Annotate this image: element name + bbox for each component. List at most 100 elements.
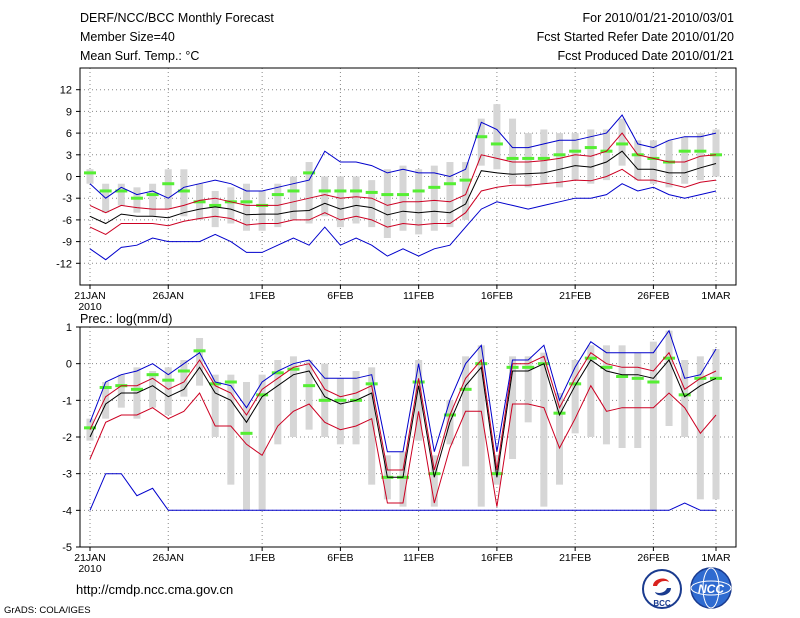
source-url[interactable]: http://cmdp.ncc.cma.gov.cn — [76, 582, 234, 597]
ensemble-range-bar — [149, 371, 157, 408]
ensemble-median-mark — [99, 386, 112, 389]
x-tick-year-label: 2010 — [78, 563, 102, 575]
ensemble-range-bar — [540, 129, 548, 184]
series-line-min — [89, 473, 716, 511]
ensemble-median-mark — [569, 149, 582, 153]
ensemble-range-bar — [399, 451, 407, 507]
series-line-max — [89, 183, 717, 261]
ensemble-median-mark — [412, 189, 425, 193]
ensemble-range-bar — [618, 118, 626, 166]
y-tick-label: -5 — [62, 542, 72, 554]
ensemble-median-mark — [475, 135, 488, 139]
y-tick-label: -4 — [62, 505, 72, 517]
ensemble-range-bar — [336, 378, 344, 445]
ensemble-median-mark — [193, 349, 206, 353]
temperature-panel: -12 -9 -6 -3 0 3 6 9 12 21JAN 26JAN 1FEB 6FEB 11FEB 16… — [56, 67, 737, 313]
ensemble-range-bar — [227, 187, 235, 224]
ensemble-median-mark — [428, 472, 441, 476]
x-tick-label: 1FEB — [249, 552, 275, 564]
ensemble-range-bar — [665, 140, 673, 188]
x-tick-label: 6FEB — [327, 552, 353, 564]
ensemble-range-bar — [509, 356, 517, 459]
fcst-started-date: Fcst Started Refer Date 2010/01/20 — [536, 30, 734, 44]
ensemble-range-bar — [164, 367, 172, 415]
ensemble-median-mark — [84, 426, 96, 430]
y-tick-label: -3 — [62, 469, 72, 481]
ensemble-range-bar — [524, 133, 532, 188]
ensemble-range-bar — [415, 360, 423, 441]
ensemble-median-mark — [522, 156, 535, 160]
ensemble-median-mark — [600, 365, 613, 369]
forecast-period: For 2010/01/21-2010/03/01 — [582, 11, 734, 25]
bcc-logo-icon: BCC — [642, 569, 682, 609]
ensemble-range-bar — [211, 374, 219, 437]
y-tick-label: 9 — [66, 106, 72, 118]
ensemble-range-bar — [634, 140, 642, 181]
x-tick-label: 1MAR — [701, 552, 731, 564]
ensemble-median-mark — [224, 380, 237, 384]
ensemble-range-bar — [117, 374, 125, 408]
y-tick-label: 3 — [66, 150, 72, 162]
ensemble-range-bar — [477, 345, 485, 507]
ensemble-median-mark — [318, 189, 331, 193]
ensemble-median-mark — [99, 189, 112, 193]
ensemble-median-mark — [193, 200, 206, 204]
ensemble-range-bar — [86, 169, 94, 184]
ensemble-range-bar — [211, 190, 219, 228]
x-tick-label: 26FEB — [637, 552, 669, 564]
bcc-logo-text: BCC — [653, 599, 671, 608]
ensemble-range-bar — [368, 180, 376, 228]
ensemble-median-mark — [240, 431, 253, 435]
series-line-min-envelope — [89, 114, 717, 199]
bcc-logo: BCC — [641, 568, 683, 610]
ensemble-median-mark — [146, 373, 159, 377]
fcst-produced-date: Fcst Produced Date 2010/01/21 — [557, 49, 734, 63]
x-tick-label: 26JAN — [152, 290, 184, 302]
ensemble-range-bar — [383, 169, 391, 238]
ensemble-range-bar — [665, 330, 673, 426]
ensemble-median-mark — [459, 178, 472, 182]
ensemble-range-bar — [321, 176, 329, 217]
ensemble-median-mark — [490, 472, 503, 476]
series-line-spread-high — [89, 351, 717, 471]
ensemble-median-mark — [553, 153, 566, 157]
ensemble-range-bar — [180, 169, 188, 217]
x-tick-label: 21FEB — [559, 552, 591, 564]
ensemble-median-mark — [522, 365, 535, 369]
ensemble-range-bar — [477, 118, 485, 166]
x-tick-label: 11FEB — [403, 290, 434, 302]
ensemble-median-mark — [162, 378, 175, 382]
ensemble-median-mark — [146, 193, 159, 197]
ensemble-median-mark — [256, 393, 269, 397]
ensemble-range-bar — [368, 367, 376, 485]
ensemble-median-mark — [365, 190, 378, 194]
grads-credit: GrADS: COLA/IGES — [4, 605, 91, 616]
ensemble-median-mark — [209, 382, 222, 386]
y-tick-label: -3 — [62, 193, 72, 205]
ensemble-range-bar — [524, 356, 532, 423]
ensemble-range-bar — [164, 169, 172, 210]
ensemble-median-mark — [647, 380, 660, 384]
x-tick-label: 21JAN — [74, 552, 106, 564]
ensemble-median-mark — [334, 189, 347, 193]
ensemble-median-mark — [271, 371, 284, 375]
ensemble-range-bar — [509, 118, 517, 184]
ensemble-range-bar — [196, 338, 204, 386]
ensemble-range-bar — [712, 129, 720, 177]
ensemble-median-mark — [412, 380, 425, 384]
ensemble-median-mark — [616, 375, 629, 378]
x-tick-label: 26JAN — [152, 552, 184, 564]
ensemble-median-mark — [694, 149, 707, 153]
x-tick-label: 21FEB — [559, 290, 591, 302]
ensemble-range-bar — [712, 349, 720, 500]
y-tick-label: -1 — [62, 395, 72, 407]
ensemble-range-bar — [305, 360, 313, 430]
ensemble-range-bar — [289, 356, 297, 437]
x-tick-label: 16FEB — [481, 552, 513, 564]
ensemble-median-mark — [271, 193, 284, 197]
ensemble-median-mark — [334, 398, 347, 402]
ensemble-range-bar — [602, 129, 610, 181]
ensemble-median-mark — [490, 142, 503, 146]
ensemble-median-mark — [506, 365, 519, 369]
y-tick-label: 1 — [66, 322, 72, 334]
